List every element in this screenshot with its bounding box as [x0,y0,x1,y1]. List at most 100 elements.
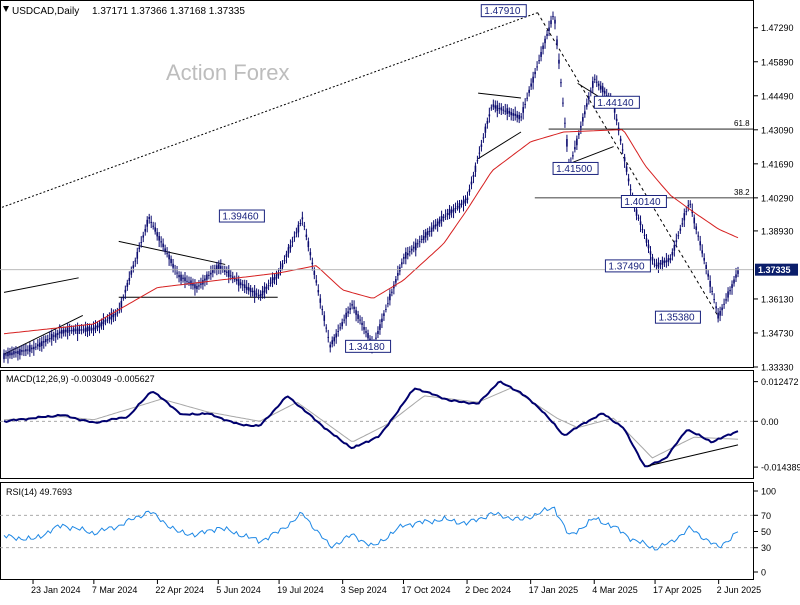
x-axis-label: 17 Oct 2024 [401,585,450,595]
candle-body [9,352,11,356]
candle-body [560,82,562,84]
candle-body [635,209,638,216]
candle-body [711,290,713,292]
candle-body [689,203,692,205]
candle-body [391,291,393,293]
candle-body [637,217,640,219]
candle-body [625,166,628,172]
candle-body [472,175,475,177]
candle-body [365,331,367,333]
candle-body [98,323,101,328]
candle-body [297,224,300,233]
candle-body [709,280,711,287]
candle-body [180,274,182,281]
candle-body [387,303,389,305]
candle-body [277,272,280,276]
candle-body [494,105,497,109]
candle-body [422,235,425,240]
candle-body [474,165,477,172]
candle-body [140,242,143,244]
price-annotation-box [552,161,599,175]
candle-body [677,235,680,237]
candle-body [120,300,123,308]
candle-body [299,223,302,225]
candle-body [166,253,168,255]
dropdown-triangle-icon[interactable] [3,6,9,12]
candle-body [486,120,489,124]
candle-body [562,102,564,104]
candle-body [156,232,158,237]
candle-body [216,265,218,270]
candle-body [84,327,87,332]
candle-body [695,226,698,230]
candle-body [243,284,246,289]
candle-body [317,290,320,293]
candle-body [564,122,566,124]
candle-body [679,228,682,231]
fib-level-label: 61.8 [734,119,750,128]
price-annotation-box [218,209,265,223]
candle-body [178,275,180,278]
candle-body [212,269,214,273]
candle-body [693,217,696,224]
price-annotation-box [654,310,701,324]
candle-body [520,116,522,118]
candle-body [673,245,676,251]
candle-body [546,33,548,36]
candle-body [697,235,700,237]
candle-body [200,283,202,285]
price-axis-label: 1.33330 [761,363,794,373]
header-ohlc: 1.37171 1.37366 1.37168 1.37335 [92,6,245,17]
candle-body [281,263,284,268]
candle-body [218,264,220,269]
candle-body [683,213,686,221]
candle-body [675,240,678,243]
candle-body [572,155,574,157]
candle-body [530,83,532,87]
candle-body [136,251,139,259]
candle-body [450,209,453,214]
candle-body [82,329,85,331]
candle-body [590,90,592,92]
candle-body [492,104,495,107]
pattern-trendline [3,315,84,355]
candle-body [502,109,505,111]
candle-body [124,289,127,293]
candle-body [263,286,266,293]
candle-body [130,270,133,275]
candle-body [597,83,600,86]
candle-body [420,238,423,240]
candle-body [146,219,149,227]
candle-body [204,278,206,281]
candle-body [46,339,49,341]
candle-body [552,16,554,18]
candle-body [444,215,447,217]
candle-body [430,227,433,232]
candle-body [321,308,324,311]
macd-panel-frame [0,370,754,479]
candle-body [426,231,429,235]
candle-body [566,139,568,147]
x-axis-label: 2 Dec 2024 [465,585,511,595]
candle-body [554,19,556,24]
candle-body [100,321,103,327]
candle-body [76,327,79,335]
candle-body [397,272,399,276]
candle-body [132,265,135,268]
long-dotted-trendline [1,12,538,208]
candle-body [122,297,125,299]
candle-body [522,107,524,113]
candle-body [214,268,216,270]
price-annotation-label: 1.41500 [556,164,593,175]
candle-body [325,327,328,329]
candle-body [21,350,23,352]
candle-body [198,285,200,287]
candle-body [669,258,672,261]
candle-body [154,227,156,232]
candle-body [96,325,99,328]
candle-body [7,352,9,357]
candle-body [138,247,141,250]
candle-body [653,263,656,265]
candle-body [663,260,666,263]
pattern-trendline [118,240,226,265]
